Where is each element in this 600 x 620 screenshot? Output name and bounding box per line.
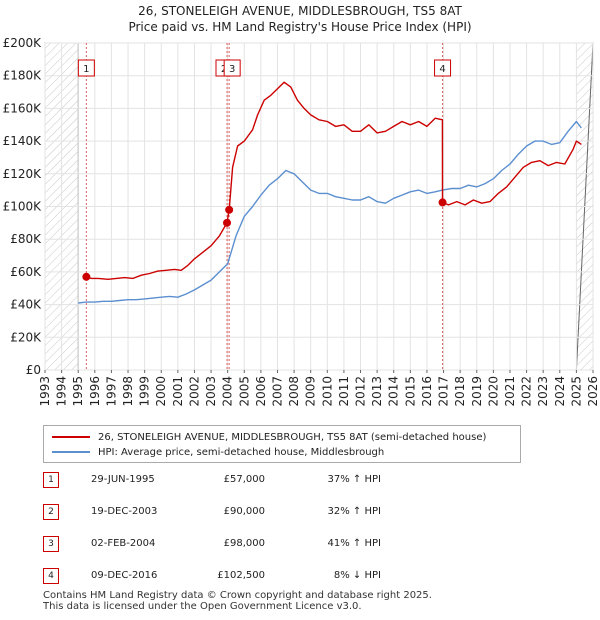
x-tick-label: 2026 [586,376,600,407]
y-tick-label: £160K [3,101,43,115]
x-tick-label: 2005 [237,376,251,407]
y-tick-label: £80K [10,232,42,246]
x-tick-label: 2023 [536,376,550,407]
sale-marker-box: 3 [223,59,241,77]
x-tick-label: 2001 [171,376,185,407]
series-line-hpi [78,120,582,304]
sale-point [223,218,232,227]
price-chart: 1234 £0£20K£40K£60K£80K£100K£120K£140K£1… [3,36,600,407]
x-tick-label: 2012 [354,376,368,407]
x-tick-label: 2020 [486,376,500,407]
x-tick-label: 2004 [221,376,235,407]
footer: Contains HM Land Registry data © Crown c… [43,590,432,612]
sale-marker-box-label: 3 [229,64,235,75]
x-tick-label: 2006 [254,376,268,407]
x-tick-label: 2024 [553,376,567,407]
row-price: £57,000 [223,474,265,485]
sale-marker-box-label: 4 [439,64,445,75]
row-date: 09-DEC-2016 [91,570,158,581]
y-tick-label: £120K [3,167,43,181]
x-tick-label: 2009 [304,376,318,407]
row-marker-badge: 1 [43,472,59,488]
x-tick-label: 1995 [71,376,85,407]
x-tick-label: 1997 [104,376,118,407]
x-tick-label: 2003 [204,376,218,407]
x-tick-label: 1994 [55,376,69,407]
x-tick-label: 2018 [453,376,467,407]
legend: 26, STONELEIGH AVENUE, MIDDLESBROUGH, TS… [43,425,521,463]
x-tick-label: 2016 [420,376,434,407]
legend-item-property: 26, STONELEIGH AVENUE, MIDDLESBROUGH, TS… [52,430,486,444]
legend-swatch-hpi [52,451,90,453]
legend-swatch-property [52,436,90,438]
x-tick-label: 2014 [387,376,401,407]
x-tick-label: 1998 [121,376,135,407]
footer-copyright: Contains HM Land Registry data © Crown c… [43,590,432,601]
y-tick-label: £200K [3,36,43,50]
row-hpi: 32% ↑ HPI [327,506,381,517]
x-tick-label: 2019 [470,376,484,407]
row-price: £90,000 [223,506,265,517]
x-tick-label: 2002 [187,376,201,407]
footer-licence: This data is licensed under the Open Gov… [43,601,362,612]
row-hpi: 8% ↓ HPI [333,570,381,581]
x-tick-label: 2015 [403,376,417,407]
y-tick-label: £60K [10,265,42,279]
sale-point [225,205,234,214]
x-tick-label: 2011 [337,376,351,407]
x-tick-label: 2025 [569,376,583,407]
row-date: 02-FEB-2004 [91,538,156,549]
legend-label-hpi: HPI: Average price, semi-detached house,… [98,446,385,458]
x-tick-label: 2017 [437,376,451,407]
y-tick-label: £180K [3,69,43,83]
row-hpi: 37% ↑ HPI [327,474,381,485]
x-tick-label: 2008 [287,376,301,407]
y-tick-label: £20K [10,330,42,344]
x-tick-label: 1996 [88,376,102,407]
y-tick-label: £100K [3,200,43,214]
row-price: £102,500 [217,570,265,581]
x-tick-label: 2013 [370,376,384,407]
legend-label-property: 26, STONELEIGH AVENUE, MIDDLESBROUGH, TS… [98,431,487,443]
table-row: 4 09-DEC-2016 £102,500 8% ↓ HPI [43,568,563,586]
chart-title: 26, STONELEIGH AVENUE, MIDDLESBROUGH, TS… [138,4,462,18]
row-hpi: 41% ↑ HPI [327,538,381,549]
x-tick-label: 1999 [138,376,152,407]
table-row: 1 29-JUN-1995 £57,000 37% ↑ HPI [43,472,563,490]
series-line-property [86,81,582,280]
x-tick-label: 2007 [270,376,284,407]
sale-marker-box-frame [223,59,241,77]
row-date: 29-JUN-1995 [91,474,155,485]
row-price: £98,000 [223,538,265,549]
sale-marker-box: 4 [434,59,452,77]
table-row: 2 19-DEC-2003 £90,000 32% ↑ HPI [43,504,563,522]
sale-marker-box: 1 [77,59,95,77]
sale-marker-box-frame [77,59,95,77]
y-tick-label: £140K [3,134,43,148]
x-tick-label: 1993 [38,376,52,407]
sale-point [438,198,447,207]
row-date: 19-DEC-2003 [91,506,158,517]
row-marker-badge: 3 [43,536,59,552]
row-marker-badge: 4 [43,568,59,584]
sale-point [82,272,91,281]
sale-marker-box-frame [434,59,452,77]
row-marker-badge: 2 [43,504,59,520]
legend-item-hpi: HPI: Average price, semi-detached house,… [52,445,384,459]
y-tick-label: £40K [10,298,42,312]
x-tick-label: 2010 [320,376,334,407]
table-row: 3 02-FEB-2004 £98,000 41% ↑ HPI [43,536,563,554]
x-tick-label: 2021 [503,376,517,407]
x-tick-label: 2000 [154,376,168,407]
chart-subtitle: Price paid vs. HM Land Registry's House … [128,20,472,34]
y-tick-label: £0 [26,363,41,377]
x-tick-label: 2022 [520,376,534,407]
sale-marker-box-label: 1 [83,64,89,75]
